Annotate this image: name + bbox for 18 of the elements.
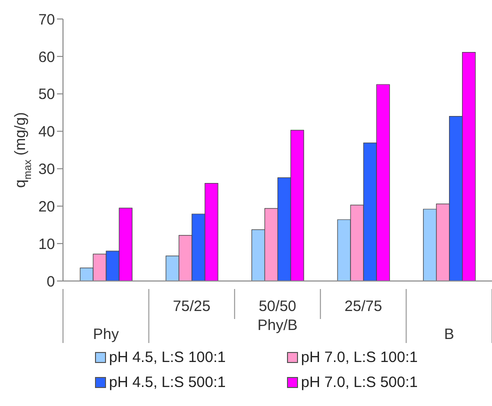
y-tick-label: 60 [38,48,55,66]
y-tick-label: 70 [38,11,55,28]
x-tick-label: 75/25 [172,298,210,315]
x-tick-label: B [444,326,454,343]
y-tick-label: 50 [38,86,55,104]
x-tick-label: 25/75 [344,298,382,315]
y-tick-label: 30 [38,161,55,178]
legend-label: pH 4.5, L:S 100:1 [109,349,226,366]
legend-label: pH 7.0, L:S 100:1 [301,349,418,366]
legend-label: pH 7.0, L:S 500:1 [301,374,418,391]
text: Phy/B [256,317,298,334]
legend-label: pH 4.5, L:S 500:1 [109,374,226,391]
x-tick-label: 50/50 [258,298,296,315]
y-tick-label: 40 [38,124,55,141]
y-tick-label: 0 [46,273,55,290]
y-tick-label: 10 [38,236,55,253]
x-tick-label: Phy [92,326,120,343]
y-tick-label: 20 [38,198,55,216]
